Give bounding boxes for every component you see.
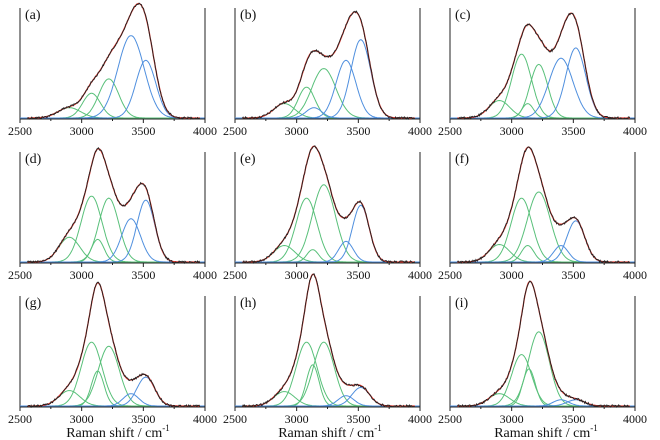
x-axis-label-col1: Raman shift / cm-1 (66, 423, 170, 440)
x-tick-label-2500: 2500 (438, 268, 462, 282)
panel-e: 2500 3000 3500 4000 (e) (223, 145, 432, 282)
green-component-2 (20, 78, 205, 119)
green-component-1 (20, 195, 205, 263)
fit-curve (242, 11, 415, 119)
x-tick-label-2500: 2500 (438, 412, 462, 426)
green-component-1 (450, 53, 635, 119)
green-component-1 (235, 341, 420, 407)
panel-a: 2500 3000 3500 4000 (a) (8, 2, 217, 138)
x-tick-label-3500: 3500 (561, 412, 585, 426)
panel-grid: 2500 3000 3500 4000(a)2500 3000 3500 4000(b)25… (8, 2, 647, 426)
panel-label: (b) (240, 8, 257, 23)
x-tick-label-3000: 3000 (70, 412, 94, 426)
green-component-1 (20, 341, 205, 407)
experimental-spectrum (457, 12, 631, 120)
x-tick-label-4000: 4000 (623, 268, 647, 282)
panel-label: (f) (455, 152, 469, 167)
x-tick-label-3500: 3500 (346, 124, 370, 138)
x-tick-label-3500: 3500 (561, 124, 585, 138)
green-component-1 (20, 92, 205, 119)
x-tick-label-4000: 4000 (408, 412, 432, 426)
experimental-spectrum (241, 273, 415, 408)
green-component-1 (450, 354, 635, 407)
green-component-1 (235, 86, 420, 119)
panel-b: 2500 3000 3500 4000 (b) (223, 8, 432, 138)
panel-i: 2500 3000 3500 4000 (i) (438, 280, 647, 426)
green-component-3 (20, 370, 205, 407)
x-tick-label-3500: 3500 (131, 268, 155, 282)
x-tick-label-2500: 2500 (438, 124, 462, 138)
x-tick-label-2500: 2500 (223, 124, 247, 138)
panel-label: (d) (25, 152, 42, 167)
experimental-spectrum (242, 10, 415, 120)
green-component-2 (235, 68, 420, 119)
x-tick-label-3000: 3000 (500, 412, 524, 426)
panel-label: (g) (25, 296, 42, 311)
panel-label: (a) (25, 8, 41, 23)
x-tick-label-3500: 3500 (346, 268, 370, 282)
panel-h: 2500 3000 3500 4000 (h) (223, 273, 432, 426)
green-component-3 (235, 364, 420, 407)
x-tick-label-4000: 4000 (408, 124, 432, 138)
x-tick-label-4000: 4000 (623, 124, 647, 138)
blue-component-4 (235, 59, 420, 119)
x-tick-label-2500: 2500 (223, 268, 247, 282)
experimental-spectrum (457, 280, 631, 408)
x-tick-label-3500: 3500 (131, 412, 155, 426)
panel-label: (c) (455, 8, 471, 23)
x-axis-label-col3: Raman shift / cm-1 (494, 423, 598, 440)
x-tick-label-4000: 4000 (193, 268, 217, 282)
x-tick-label-3000: 3000 (285, 124, 309, 138)
panel-label: (i) (455, 296, 469, 311)
x-tick-label-2500: 2500 (8, 268, 32, 282)
x-tick-label-3500: 3500 (131, 124, 155, 138)
blue-component-4 (20, 218, 205, 263)
fit-curve (457, 146, 630, 263)
panel-f: 2500 3000 3500 4000 (f) (438, 146, 647, 282)
experimental-spectrum (242, 145, 416, 264)
panel-d: 2500 3000 3500 4000 (d) (8, 147, 217, 282)
panel-c: 2500 3000 3500 4000 (c) (438, 8, 647, 138)
panel-g: 2500 3000 3500 4000 (g) (8, 281, 217, 426)
green-component-2 (235, 184, 420, 263)
panel-label: (e) (240, 152, 256, 167)
fit-curve (457, 12, 630, 119)
x-tick-label-4000: 4000 (193, 412, 217, 426)
x-axis-label-col2: Raman shift / cm-1 (278, 423, 382, 440)
x-tick-label-3000: 3000 (70, 124, 94, 138)
x-tick-label-3000: 3000 (500, 268, 524, 282)
x-tick-label-3500: 3500 (561, 268, 585, 282)
green-component-1 (235, 197, 420, 263)
x-tick-label-2500: 2500 (8, 412, 32, 426)
green-component-2 (450, 191, 635, 263)
experimental-spectrum (27, 147, 201, 265)
experimental-spectrum (27, 2, 200, 120)
fit-curve (457, 280, 630, 407)
fit-curve (27, 2, 200, 119)
x-tick-label-3500: 3500 (346, 412, 370, 426)
x-tick-label-2500: 2500 (223, 412, 247, 426)
fit-curve (242, 145, 415, 263)
panel-label: (h) (240, 296, 257, 311)
x-tick-label-3000: 3000 (285, 268, 309, 282)
blue-component-5 (235, 39, 420, 119)
blue-component-4 (235, 240, 420, 263)
blue-component-5 (450, 47, 635, 119)
x-tick-label-4000: 4000 (408, 268, 432, 282)
blue-component-3 (20, 35, 205, 119)
x-tick-label-2500: 2500 (8, 124, 32, 138)
x-tick-label-4000: 4000 (623, 412, 647, 426)
green-component-2 (450, 331, 635, 407)
fit-curve (27, 282, 200, 407)
green-component-1 (450, 197, 635, 263)
x-tick-label-4000: 4000 (193, 124, 217, 138)
experimental-spectrum (457, 146, 630, 264)
blue-component-5 (20, 376, 205, 407)
blue-component-5 (450, 220, 635, 263)
x-tick-label-3000: 3000 (285, 412, 309, 426)
x-tick-label-3000: 3000 (500, 124, 524, 138)
experimental-spectrum (27, 281, 201, 408)
x-tick-label-3000: 3000 (70, 268, 94, 282)
